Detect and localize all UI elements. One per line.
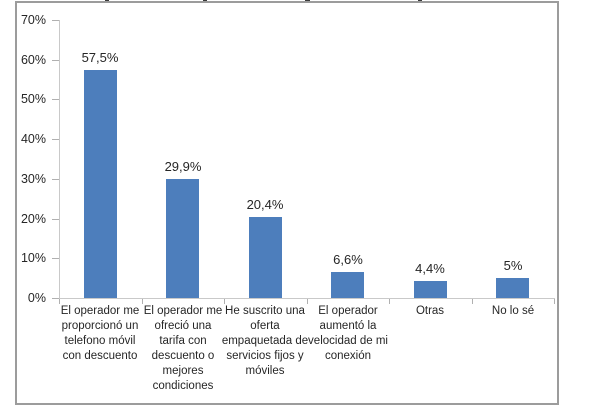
y-axis-tick-label: 50%: [20, 92, 46, 106]
y-axis-tick-label: 10%: [20, 251, 46, 265]
x-axis-category-label: No lo sé: [491, 305, 535, 317]
x-axis-line: [59, 298, 555, 299]
x-axis-tick: [142, 299, 143, 304]
x-axis-tick: [554, 299, 555, 304]
x-axis-tick: [59, 299, 60, 304]
bar: [414, 281, 447, 298]
x-axis-tick: [224, 299, 225, 304]
y-axis-tick-label: 20%: [20, 212, 46, 226]
bar: [166, 179, 199, 298]
x-axis-tick: [307, 299, 308, 304]
y-axis-tick: [52, 20, 59, 21]
y-axis-tick-label: 0%: [27, 291, 46, 305]
y-axis-tick: [52, 139, 59, 140]
bar: [249, 217, 282, 298]
x-axis-category-label: He suscrito una oferta empaquetada de se…: [221, 305, 309, 377]
bar-value-label: 57,5%: [81, 50, 119, 65]
x-axis-tick: [389, 299, 390, 304]
x-axis-tick: [472, 299, 473, 304]
x-axis-category-label: El operador me proporcionó un telefono m…: [60, 305, 140, 362]
bar-value-label: 5%: [503, 258, 523, 273]
y-axis-line: [59, 20, 60, 299]
bar-value-label: 29,9%: [164, 159, 202, 174]
y-axis-tick: [52, 258, 59, 259]
y-axis-tick: [52, 179, 59, 180]
bar-value-label: 6,6%: [333, 252, 363, 267]
y-axis-tick-label: 40%: [20, 132, 46, 146]
y-axis-tick-label: 70%: [20, 13, 46, 27]
y-axis-tick: [52, 298, 59, 299]
y-axis-tick-label: 30%: [20, 172, 46, 186]
x-axis-category-label: El operador me ofreció una tarifa con de…: [143, 305, 223, 392]
bar-value-label: 4,4%: [415, 261, 445, 276]
bar: [496, 278, 529, 298]
x-axis-category-label: Otras: [415, 305, 445, 317]
bar: [331, 272, 364, 298]
y-axis-tick: [52, 99, 59, 100]
y-axis-tick: [52, 219, 59, 220]
x-axis-category-label: El operador aumentó la velocidad de mi c…: [308, 305, 388, 362]
y-axis-tick-label: 60%: [20, 53, 46, 67]
bar: [84, 70, 117, 298]
bar-value-label: 20,4%: [246, 197, 284, 212]
y-axis-tick: [52, 60, 59, 61]
